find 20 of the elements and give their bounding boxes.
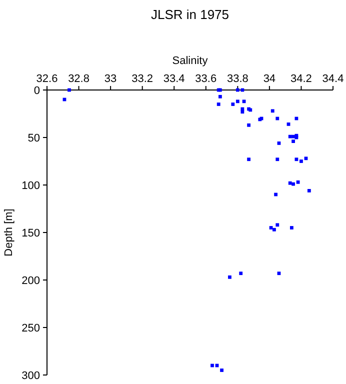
y-tick-label: 300 bbox=[22, 370, 40, 382]
y-tick-label: 200 bbox=[22, 274, 40, 287]
y-tick-label: 100 bbox=[22, 180, 40, 192]
x-tick-label: 33.6 bbox=[195, 73, 217, 85]
x-tick-label: 33.4 bbox=[163, 73, 185, 85]
y-tick-label: 150 bbox=[22, 227, 40, 240]
x-tick-label: 33 bbox=[104, 73, 117, 85]
x-tick-label: 33.8 bbox=[226, 73, 248, 85]
x-axis-title: Salinity bbox=[172, 55, 208, 67]
y-tick-label: 250 bbox=[22, 322, 40, 334]
y-tick-label: 50 bbox=[28, 132, 40, 144]
x-tick-label: 33.2 bbox=[132, 73, 154, 85]
y-tick-label: 0 bbox=[34, 84, 40, 97]
x-tick-label: 34.4 bbox=[322, 73, 344, 85]
x-tick-label: 34 bbox=[263, 73, 276, 85]
x-tick-label: 34.2 bbox=[290, 73, 312, 85]
x-tick-label: 32.6 bbox=[36, 73, 58, 85]
chart-title: JLSR in 1975 bbox=[150, 7, 230, 22]
y-axis-title: Depth [m] bbox=[3, 208, 15, 256]
x-tick-label: 32.8 bbox=[68, 73, 90, 85]
